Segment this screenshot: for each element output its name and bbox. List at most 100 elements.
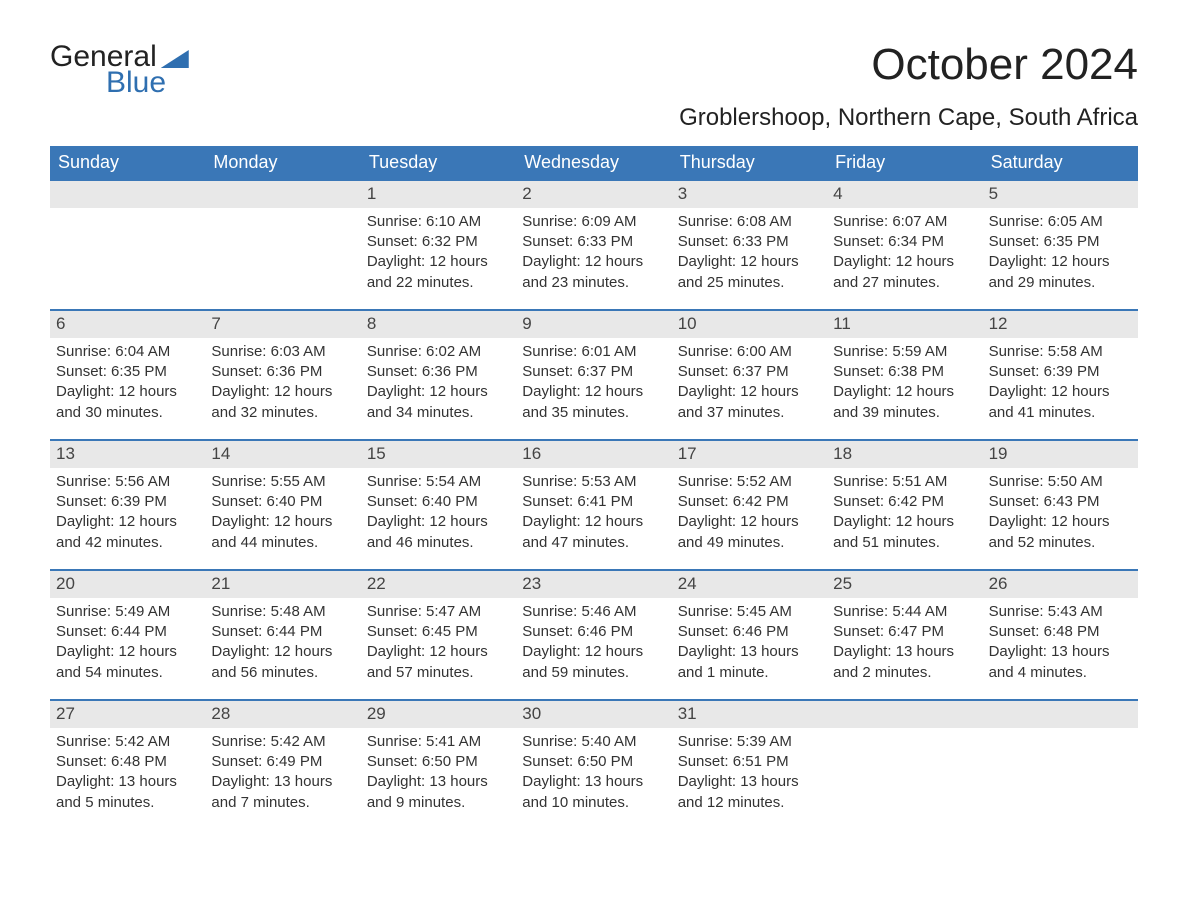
day-number: 18: [827, 441, 982, 468]
daylight-text: Daylight: 12 hours and 23 minutes.: [522, 252, 665, 293]
day-number: 13: [50, 441, 205, 468]
sunset-text: Sunset: 6:40 PM: [211, 492, 354, 512]
day-body: Sunrise: 5:58 AMSunset: 6:39 PMDaylight:…: [983, 338, 1138, 437]
day-cell: 7Sunrise: 6:03 AMSunset: 6:36 PMDaylight…: [205, 311, 360, 439]
day-body: Sunrise: 6:09 AMSunset: 6:33 PMDaylight:…: [516, 208, 671, 307]
sunset-text: Sunset: 6:41 PM: [522, 492, 665, 512]
sunrise-text: Sunrise: 5:45 AM: [678, 602, 821, 622]
day-body: Sunrise: 5:59 AMSunset: 6:38 PMDaylight:…: [827, 338, 982, 437]
day-body: Sunrise: 5:53 AMSunset: 6:41 PMDaylight:…: [516, 468, 671, 567]
day-number: 4: [827, 181, 982, 208]
daylight-text: Daylight: 12 hours and 51 minutes.: [833, 512, 976, 553]
daylight-text: Daylight: 12 hours and 32 minutes.: [211, 382, 354, 423]
day-body: Sunrise: 5:50 AMSunset: 6:43 PMDaylight:…: [983, 468, 1138, 567]
day-cell: 17Sunrise: 5:52 AMSunset: 6:42 PMDayligh…: [672, 441, 827, 569]
day-cell: 5Sunrise: 6:05 AMSunset: 6:35 PMDaylight…: [983, 181, 1138, 309]
sunrise-text: Sunrise: 6:10 AM: [367, 212, 510, 232]
day-number: [205, 181, 360, 208]
day-cell: 20Sunrise: 5:49 AMSunset: 6:44 PMDayligh…: [50, 571, 205, 699]
day-body: Sunrise: 5:42 AMSunset: 6:48 PMDaylight:…: [50, 728, 205, 827]
daylight-text: Daylight: 12 hours and 27 minutes.: [833, 252, 976, 293]
daylight-text: Daylight: 12 hours and 52 minutes.: [989, 512, 1132, 553]
sunset-text: Sunset: 6:48 PM: [989, 622, 1132, 642]
daylight-text: Daylight: 12 hours and 54 minutes.: [56, 642, 199, 683]
day-number: 7: [205, 311, 360, 338]
daylight-text: Daylight: 13 hours and 9 minutes.: [367, 772, 510, 813]
daylight-text: Daylight: 12 hours and 57 minutes.: [367, 642, 510, 683]
day-body: Sunrise: 5:46 AMSunset: 6:46 PMDaylight:…: [516, 598, 671, 697]
sunrise-text: Sunrise: 6:02 AM: [367, 342, 510, 362]
day-cell: [827, 701, 982, 829]
day-cell: 13Sunrise: 5:56 AMSunset: 6:39 PMDayligh…: [50, 441, 205, 569]
sunrise-text: Sunrise: 5:58 AM: [989, 342, 1132, 362]
page-header: General Blue October 2024 Groblershoop, …: [50, 40, 1138, 132]
day-header: Wednesday: [516, 146, 671, 179]
sunset-text: Sunset: 6:33 PM: [678, 232, 821, 252]
day-number: 12: [983, 311, 1138, 338]
logo: General Blue: [50, 40, 189, 100]
day-body: Sunrise: 6:10 AMSunset: 6:32 PMDaylight:…: [361, 208, 516, 307]
day-number: 16: [516, 441, 671, 468]
day-cell: 11Sunrise: 5:59 AMSunset: 6:38 PMDayligh…: [827, 311, 982, 439]
daylight-text: Daylight: 13 hours and 5 minutes.: [56, 772, 199, 813]
sunset-text: Sunset: 6:32 PM: [367, 232, 510, 252]
day-body: Sunrise: 5:42 AMSunset: 6:49 PMDaylight:…: [205, 728, 360, 827]
daylight-text: Daylight: 12 hours and 47 minutes.: [522, 512, 665, 553]
day-number: [50, 181, 205, 208]
day-cell: 8Sunrise: 6:02 AMSunset: 6:36 PMDaylight…: [361, 311, 516, 439]
sunrise-text: Sunrise: 5:47 AM: [367, 602, 510, 622]
day-body: Sunrise: 5:44 AMSunset: 6:47 PMDaylight:…: [827, 598, 982, 697]
daylight-text: Daylight: 13 hours and 1 minute.: [678, 642, 821, 683]
day-cell: 25Sunrise: 5:44 AMSunset: 6:47 PMDayligh…: [827, 571, 982, 699]
day-body: Sunrise: 5:48 AMSunset: 6:44 PMDaylight:…: [205, 598, 360, 697]
day-number: 5: [983, 181, 1138, 208]
day-cell: 2Sunrise: 6:09 AMSunset: 6:33 PMDaylight…: [516, 181, 671, 309]
day-cell: 24 Sunrise: 5:45 AMSunset: 6:46 PMDayligh…: [672, 571, 827, 699]
location-subtitle: Groblershoop, Northern Cape, South Afric…: [679, 104, 1138, 132]
day-number: 24: [672, 571, 827, 598]
sunset-text: Sunset: 6:50 PM: [367, 752, 510, 772]
day-number: 30: [516, 701, 671, 728]
day-cell: 18Sunrise: 5:51 AMSunset: 6:42 PMDayligh…: [827, 441, 982, 569]
day-number: 17: [672, 441, 827, 468]
day-number: 31: [672, 701, 827, 728]
sunrise-text: Sunrise: 5:49 AM: [56, 602, 199, 622]
day-header: Saturday: [983, 146, 1138, 179]
sunrise-text: Sunrise: 5:54 AM: [367, 472, 510, 492]
week-row: 1Sunrise: 6:10 AMSunset: 6:32 PMDaylight…: [50, 179, 1138, 309]
sunrise-text: Sunrise: 6:04 AM: [56, 342, 199, 362]
day-header: Tuesday: [361, 146, 516, 179]
day-number: 19: [983, 441, 1138, 468]
day-cell: 26Sunrise: 5:43 AMSunset: 6:48 PMDayligh…: [983, 571, 1138, 699]
day-body: Sunrise: 5:56 AMSunset: 6:39 PMDaylight:…: [50, 468, 205, 567]
sunset-text: Sunset: 6:46 PM: [678, 622, 821, 642]
sunrise-text: Sunrise: 6:09 AM: [522, 212, 665, 232]
daylight-text: Daylight: 12 hours and 22 minutes.: [367, 252, 510, 293]
sunrise-text: Sunrise: 6:08 AM: [678, 212, 821, 232]
day-number: 20: [50, 571, 205, 598]
sunrise-text: Sunrise: 5:41 AM: [367, 732, 510, 752]
day-number: 3: [672, 181, 827, 208]
sunrise-text: Sunrise: 5:52 AM: [678, 472, 821, 492]
sunset-text: Sunset: 6:44 PM: [211, 622, 354, 642]
day-cell: 21Sunrise: 5:48 AMSunset: 6:44 PMDayligh…: [205, 571, 360, 699]
day-body: Sunrise: 5:51 AMSunset: 6:42 PMDaylight:…: [827, 468, 982, 567]
daylight-text: Daylight: 12 hours and 41 minutes.: [989, 382, 1132, 423]
sunrise-text: Sunrise: 5:42 AM: [211, 732, 354, 752]
sunrise-text: Sunrise: 5:48 AM: [211, 602, 354, 622]
day-body: Sunrise: 6:00 AMSunset: 6:37 PMDaylight:…: [672, 338, 827, 437]
day-body: Sunrise: 5:49 AMSunset: 6:44 PMDaylight:…: [50, 598, 205, 697]
week-row: 6Sunrise: 6:04 AMSunset: 6:35 PMDaylight…: [50, 309, 1138, 439]
sunrise-text: Sunrise: 5:44 AM: [833, 602, 976, 622]
day-body: Sunrise: 6:01 AMSunset: 6:37 PMDaylight:…: [516, 338, 671, 437]
day-number: 14: [205, 441, 360, 468]
day-body: Sunrise: 6:05 AMSunset: 6:35 PMDaylight:…: [983, 208, 1138, 307]
day-body: Sunrise: 5:39 AMSunset: 6:51 PMDaylight:…: [672, 728, 827, 827]
sunrise-text: Sunrise: 6:07 AM: [833, 212, 976, 232]
sunset-text: Sunset: 6:39 PM: [989, 362, 1132, 382]
sunrise-text: Sunrise: 5:46 AM: [522, 602, 665, 622]
day-cell: 27Sunrise: 5:42 AMSunset: 6:48 PMDayligh…: [50, 701, 205, 829]
day-number: 25: [827, 571, 982, 598]
day-header: Sunday: [50, 146, 205, 179]
sunrise-text: Sunrise: 5:39 AM: [678, 732, 821, 752]
